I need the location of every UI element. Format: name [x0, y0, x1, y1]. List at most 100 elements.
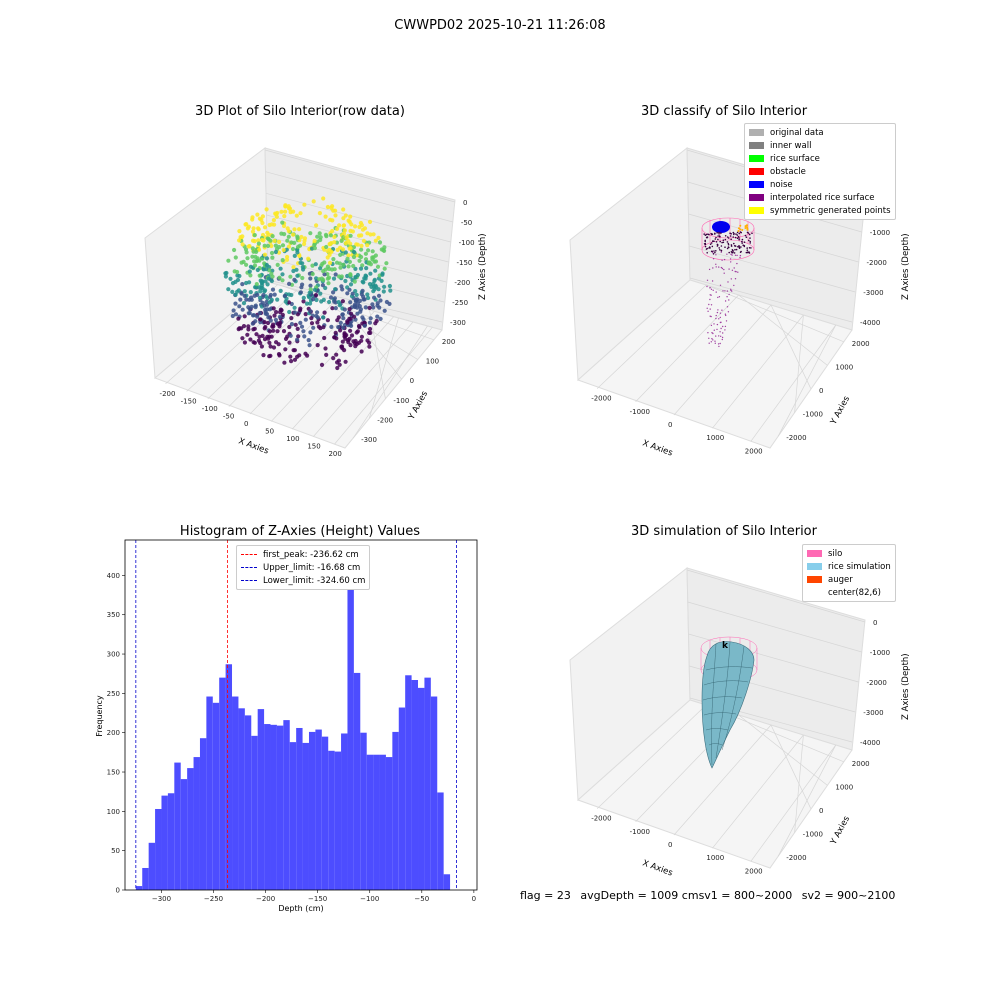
interpolated-point [723, 258, 726, 261]
raw-point [302, 236, 308, 241]
legend-swatch [241, 580, 257, 581]
interpolated-point [719, 284, 722, 286]
raw-point [353, 224, 358, 229]
legend-entry: interpolated rice surface [749, 191, 891, 204]
raw-point [360, 288, 365, 293]
histogram-bar [398, 707, 406, 890]
x-tick-label: 0 [668, 841, 672, 849]
raw-point [226, 258, 231, 263]
raw-point [355, 329, 360, 334]
interpolated-point [725, 320, 728, 322]
raw-point [320, 283, 325, 288]
histogram-bar [167, 793, 175, 890]
interpolated-point [728, 299, 730, 301]
raw-point [250, 246, 255, 251]
surface-point [748, 247, 751, 249]
legend-label: rice simulation [828, 561, 891, 572]
raw-point [343, 278, 348, 284]
raw-point [338, 252, 343, 257]
histogram-bar [341, 733, 348, 890]
simulation-3d-plot[interactable]: k -2000-1000010002000200010000-1000-2000… [560, 560, 920, 890]
histogram-bar [232, 696, 239, 890]
raw-point [360, 263, 365, 268]
histogram-bar [257, 709, 265, 890]
legend-entry: first_peak: -236.62 cm [241, 548, 365, 561]
raw-point [343, 359, 348, 364]
legend-label: center(82,6) [828, 587, 881, 598]
raw-point [351, 249, 357, 255]
raw-point [236, 327, 241, 332]
raw-point [321, 196, 326, 201]
raw-point [351, 254, 357, 260]
raw-point [260, 214, 265, 219]
raw-point [273, 249, 278, 255]
raw-point [237, 273, 242, 279]
raw-point [309, 316, 314, 321]
raw-point [315, 310, 320, 315]
raw-point [298, 211, 303, 216]
histogram-chart[interactable]: −300 −250 −200 −150 −100 −50 0 0 50 100 150 200 250 3… [85, 530, 495, 920]
raw-point [354, 292, 359, 297]
surface-point [704, 243, 707, 246]
raw-point [244, 250, 249, 255]
raw-point [268, 344, 273, 349]
raw-point [358, 266, 364, 271]
raw-point [352, 304, 358, 310]
raw-point [376, 287, 381, 292]
raw-point [317, 211, 322, 216]
raw-point [239, 260, 244, 265]
interpolated-point [717, 296, 719, 299]
surface-point [749, 242, 751, 244]
raw-point [262, 320, 267, 325]
raw-point [328, 217, 333, 222]
x-tick-label: 50 [265, 428, 274, 436]
raw-point [318, 266, 323, 271]
y-tick-label: 1000 [835, 783, 853, 791]
histogram-bar [424, 677, 431, 890]
surface-point [749, 237, 751, 239]
surface-point [750, 247, 752, 249]
raw-point [301, 329, 306, 334]
histogram-bar [161, 795, 168, 890]
raw-point [359, 292, 364, 297]
raw-point [319, 362, 325, 367]
raw-point [252, 239, 257, 244]
interpolated-point [722, 332, 724, 334]
raw-point [252, 259, 257, 264]
raw-point [292, 227, 297, 232]
raw-point [266, 243, 271, 248]
raw-point [335, 226, 340, 231]
raw-point [373, 253, 378, 258]
symmetric-point [739, 224, 742, 227]
raw-3d-plot[interactable]: -200 -150 -100 -50 0 50 100 150 200 200 100 0 -100 -2… [130, 130, 500, 470]
raw-point [266, 276, 271, 281]
interpolated-point [711, 338, 713, 340]
surface-point [710, 232, 712, 235]
raw-point [347, 259, 352, 264]
raw-point [277, 314, 282, 319]
surface-point [738, 232, 740, 235]
surface-point [730, 238, 732, 241]
histogram-bar [270, 724, 277, 890]
interpolated-point [722, 325, 724, 328]
raw-point [326, 275, 332, 280]
raw-point [257, 310, 262, 316]
histogram-bar [174, 762, 181, 890]
surface-point [718, 233, 720, 235]
raw-point [250, 229, 256, 234]
raw-point [331, 276, 337, 281]
raw-point [298, 320, 303, 325]
raw-point [333, 213, 338, 218]
status-footer: flag = 23 avgDepth = 1009 cmsv1 = 800~20… [520, 889, 901, 902]
surface-point [737, 235, 740, 238]
classify-legend: original data inner wall rice surface obsta… [744, 123, 896, 220]
z-tick-label: -150 [457, 259, 473, 267]
symmetric-point [746, 228, 749, 231]
raw-point [336, 315, 341, 320]
raw-point [348, 328, 353, 333]
raw-point [308, 301, 313, 306]
histogram-bar [328, 750, 335, 890]
z-tick-label: -100 [459, 239, 475, 247]
legend-swatch [749, 207, 764, 214]
